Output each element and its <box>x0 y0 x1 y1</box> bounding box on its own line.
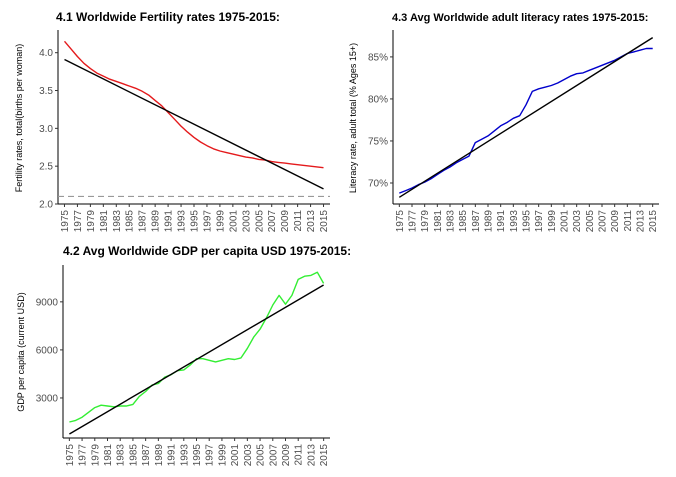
x-tick-label: 1991 <box>167 444 178 467</box>
x-tick-label: 1987 <box>138 210 149 233</box>
chart-title: 4.3 Avg Worldwide adult literacy rates 1… <box>392 12 648 24</box>
y-tick-label: 75% <box>368 136 388 147</box>
y-tick-label: 2.5 <box>39 162 53 173</box>
x-tick-label: 2005 <box>585 210 596 233</box>
chart-title: 4.2 Avg Worldwide GDP per capita USD 197… <box>63 244 351 258</box>
x-tick-label: 1975 <box>65 444 76 467</box>
y-tick-label: 2.0 <box>39 200 53 211</box>
trend-line <box>69 284 324 435</box>
x-tick-label: 1991 <box>496 210 507 233</box>
x-tick-label: 1979 <box>86 210 97 233</box>
x-tick-label: 1999 <box>215 210 226 233</box>
y-tick-label: 70% <box>368 178 388 189</box>
x-tick-label: 1977 <box>73 210 84 233</box>
y-axis-label: Fertility rates, total(births per woman) <box>14 44 24 193</box>
y-tick-label: 3.0 <box>39 124 53 135</box>
x-tick-label: 1997 <box>202 210 213 233</box>
x-tick-label: 2013 <box>636 210 647 233</box>
x-tick-label: 2011 <box>294 444 305 466</box>
data-series-line <box>63 40 324 169</box>
x-tick-label: 1989 <box>154 444 165 467</box>
x-tick-label: 1979 <box>420 210 431 233</box>
x-tick-label: 1987 <box>471 210 482 233</box>
y-tick-label: 6000 <box>36 345 59 356</box>
x-tick-label: 2015 <box>319 210 330 233</box>
y-tick-label: 4.0 <box>39 48 53 59</box>
y-tick-label: 9000 <box>36 297 59 308</box>
chart-literacy: 4.3 Avg Worldwide adult literacy rates 1… <box>348 12 659 232</box>
x-tick-label: 1999 <box>217 444 228 467</box>
x-tick-label: 2001 <box>230 444 241 467</box>
x-tick-label: 2015 <box>648 210 659 233</box>
x-tick-label: 2013 <box>306 444 317 467</box>
plot-area: 70% 75% 80% 85% 1975 1977 1979 1981 1983 1985 1987… <box>368 30 659 232</box>
x-tick-label: 1989 <box>484 210 495 233</box>
data-series-line <box>69 271 325 423</box>
x-tick-label: 1997 <box>205 444 216 467</box>
x-tick-label: 1993 <box>509 210 520 233</box>
plot-area: 3000 6000 9000 1975 1977 1979 1981 1983 1985 1987… <box>36 265 330 466</box>
x-tick-label: 1987 <box>141 444 152 467</box>
x-tick-label: 2003 <box>243 444 254 467</box>
x-tick-label: 1981 <box>99 210 110 233</box>
x-tick-label: 1985 <box>458 210 469 233</box>
x-tick-label: 1975 <box>395 210 406 233</box>
x-tick-label: 1999 <box>547 210 558 233</box>
x-tick-label: 1981 <box>103 444 114 467</box>
x-tick-label: 2011 <box>623 210 634 232</box>
x-tick-label: 2003 <box>241 210 252 233</box>
x-tick-label: 2001 <box>560 210 571 233</box>
chart-gdp: 4.2 Avg Worldwide GDP per capita USD 197… <box>16 244 351 466</box>
y-axis-label: GDP per capita (current USD) <box>16 292 26 411</box>
chart-title: 4.1 Worldwide Fertility rates 1975-2015: <box>56 10 280 24</box>
x-tick-label: 1981 <box>433 210 444 233</box>
data-series-line <box>399 47 653 194</box>
x-tick-label: 2001 <box>228 210 239 233</box>
x-tick-label: 1977 <box>408 210 419 233</box>
trend-line <box>398 37 654 198</box>
x-tick-label: 1991 <box>164 210 175 233</box>
x-tick-label: 1975 <box>60 210 71 233</box>
y-tick-label: 3000 <box>36 393 59 404</box>
x-tick-label: 1979 <box>90 444 101 467</box>
x-tick-label: 1985 <box>128 444 139 467</box>
x-tick-label: 1995 <box>522 210 533 233</box>
x-tick-label: 1983 <box>116 444 127 467</box>
y-tick-label: 3.5 <box>39 86 53 97</box>
x-tick-label: 2013 <box>306 210 317 233</box>
chart-fertility: 4.1 Worldwide Fertility rates 1975-2015:… <box>14 10 330 232</box>
y-tick-label: 80% <box>368 94 388 105</box>
trend-line <box>64 58 324 190</box>
x-tick-label: 2007 <box>268 444 279 467</box>
x-tick-label: 2005 <box>254 210 265 233</box>
x-tick-label: 1989 <box>151 210 162 233</box>
x-tick-label: 2003 <box>572 210 583 233</box>
x-tick-label: 1983 <box>112 210 123 233</box>
x-tick-label: 1985 <box>125 210 136 233</box>
x-tick-label: 1995 <box>190 210 201 233</box>
x-tick-label: 1983 <box>446 210 457 233</box>
x-tick-label: 2011 <box>293 210 304 232</box>
x-tick-label: 1997 <box>534 210 545 233</box>
x-tick-label: 1993 <box>177 210 188 233</box>
x-tick-label: 2005 <box>256 444 267 467</box>
x-tick-label: 2015 <box>319 444 330 467</box>
y-tick-label: 85% <box>368 52 388 63</box>
x-tick-label: 1977 <box>78 444 89 467</box>
x-tick-label: 2007 <box>598 210 609 233</box>
x-tick-label: 2009 <box>281 444 292 467</box>
x-tick-label: 1995 <box>192 444 203 467</box>
x-tick-label: 2009 <box>610 210 621 233</box>
x-tick-label: 2009 <box>280 210 291 233</box>
y-axis-label: Literacy rate, adult total (% Ages 15+) <box>348 43 358 193</box>
x-tick-label: 2007 <box>267 210 278 233</box>
x-tick-label: 1993 <box>179 444 190 467</box>
